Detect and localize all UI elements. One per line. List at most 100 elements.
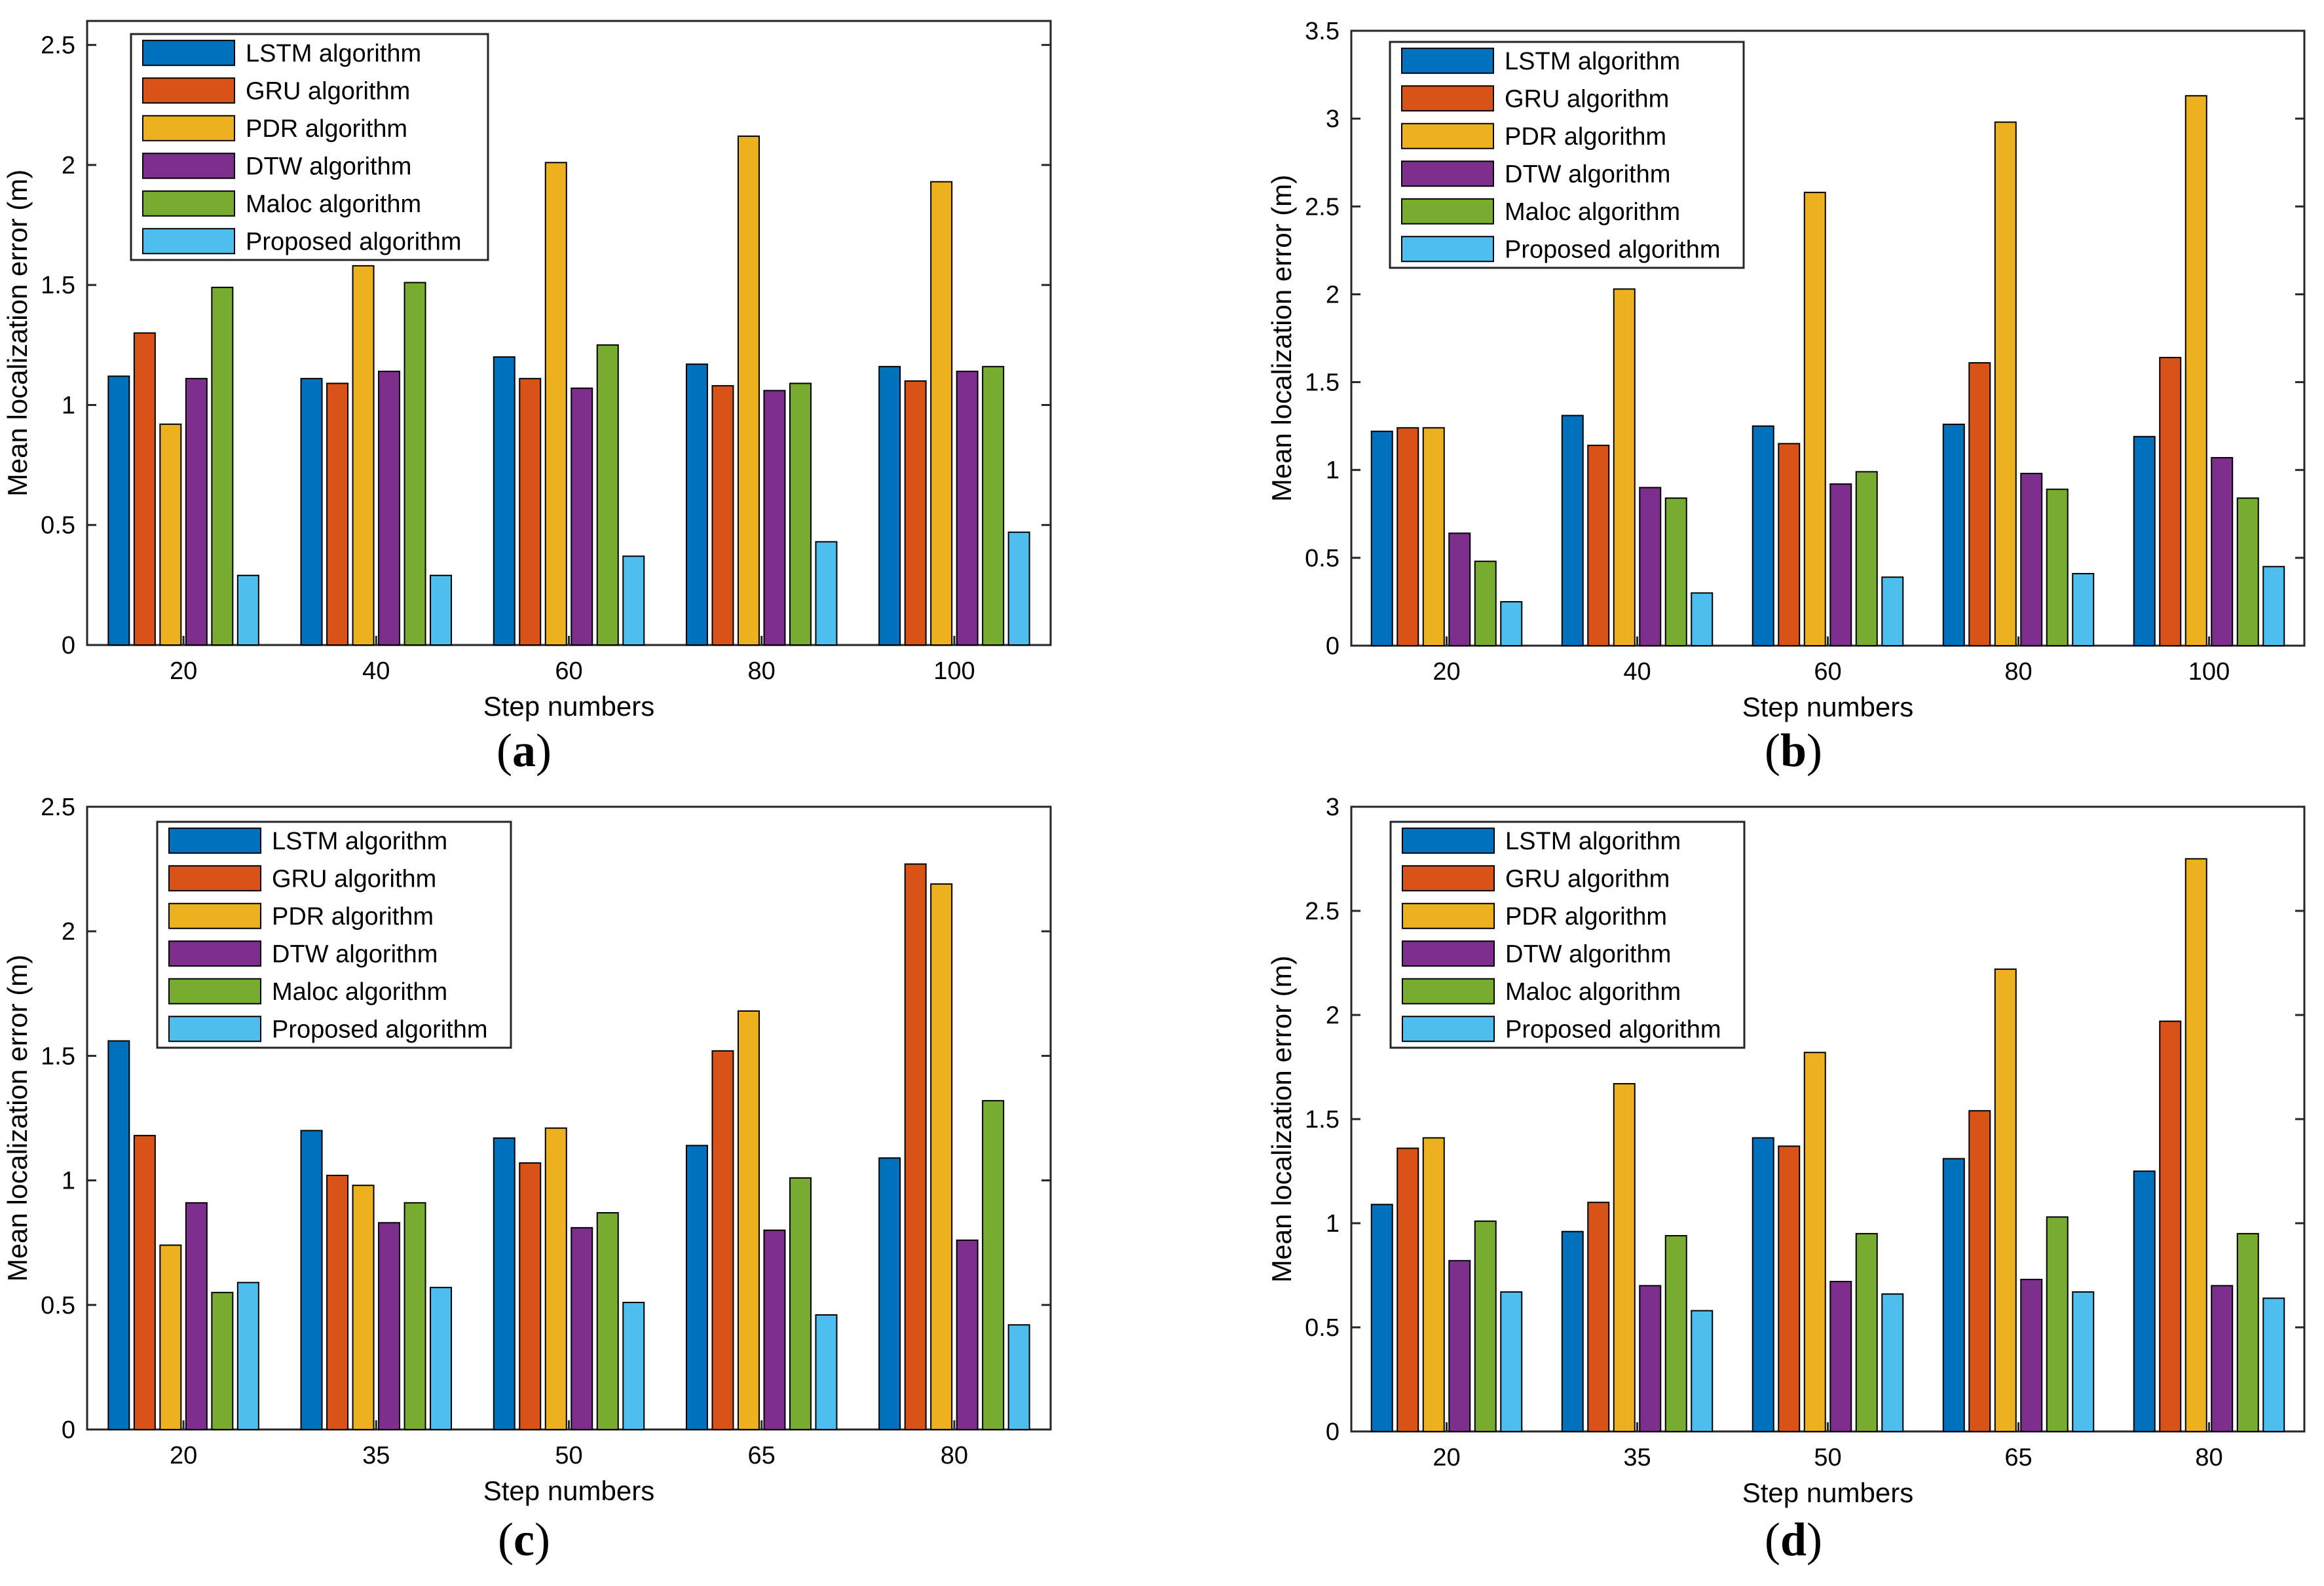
- bar: [1500, 1291, 1523, 1432]
- y-axis-label: Mean localization error (m): [2, 955, 33, 1282]
- y-tick-label: 2: [1326, 281, 1340, 308]
- legend-swatch: [168, 978, 261, 1005]
- legend-label: PDR algorithm: [246, 115, 407, 143]
- panel-label: (a): [497, 724, 552, 777]
- bar: [571, 1226, 593, 1430]
- bar: [878, 1157, 901, 1430]
- bar: [1370, 1204, 1393, 1432]
- bar: [2133, 435, 2156, 646]
- bar: [1664, 1235, 1687, 1432]
- y-tick-label: 1: [1326, 457, 1340, 485]
- bar: [1474, 561, 1497, 646]
- bar: [815, 541, 838, 646]
- bar: [1803, 1052, 1826, 1432]
- bar: [2133, 1170, 2156, 1432]
- chart-panel-c: 0 0.5 1 1.5 2 2.5 20 35 50 65 80 Step numbers Mean l…: [2, 794, 1052, 1566]
- y-tick-label: 0.5: [41, 1292, 75, 1319]
- bar: [544, 1127, 567, 1430]
- legend-swatch: [168, 865, 261, 892]
- bar: [430, 1287, 453, 1430]
- bar: [763, 1229, 786, 1431]
- bar: [1587, 445, 1610, 646]
- legend-swatch: [142, 228, 235, 255]
- chart-panel-b: 0 0.5 1 1.5 2 2.5 3 3.5 20 40 60 80 100 Step numbers M…: [1266, 18, 2306, 777]
- bar: [2211, 456, 2234, 646]
- bar: [519, 378, 542, 646]
- x-tick-label: 80: [2004, 658, 2032, 686]
- bar: [1007, 531, 1030, 646]
- bar: [622, 555, 645, 646]
- bar: [1829, 1281, 1852, 1433]
- bar: [1778, 443, 1801, 646]
- y-tick-label: 1.5: [41, 1042, 75, 1070]
- x-tick-label: 40: [1623, 658, 1651, 686]
- y-axis-label: Mean localization error (m): [1266, 175, 1297, 502]
- bar: [211, 1291, 234, 1431]
- y-tick-label: 0: [62, 632, 75, 659]
- bar: [1448, 532, 1471, 646]
- bar: [622, 1301, 645, 1430]
- bar: [1664, 497, 1687, 647]
- bar: [789, 1177, 812, 1431]
- y-tick-label: 0: [1326, 1418, 1340, 1446]
- legend-swatch: [142, 190, 235, 217]
- x-tick-label: 50: [1814, 1444, 1841, 1471]
- bar: [1803, 191, 1826, 646]
- x-tick-label: 100: [933, 657, 975, 685]
- bar: [378, 1222, 401, 1430]
- legend-label: Proposed algorithm: [1505, 236, 1721, 263]
- bar: [1422, 427, 1445, 647]
- bar: [159, 1244, 182, 1431]
- y-tick-label: 0: [1326, 633, 1340, 660]
- y-tick-label: 3: [1326, 105, 1340, 133]
- y-tick-label: 2.5: [41, 32, 75, 60]
- legend-label: LSTM algorithm: [1505, 828, 1681, 855]
- bar: [737, 1010, 760, 1430]
- bar: [737, 135, 760, 646]
- x-tick-label: 80: [941, 1442, 968, 1469]
- bar: [1752, 1137, 1774, 1432]
- bar: [2262, 1297, 2285, 1432]
- bar: [1396, 1147, 1419, 1433]
- bar: [1752, 425, 1774, 647]
- legend-swatch: [142, 115, 235, 141]
- bar: [2211, 1285, 2234, 1433]
- y-tick-label: 2: [62, 918, 75, 946]
- legend-box: [130, 33, 489, 261]
- bar: [878, 365, 901, 646]
- x-tick-label: 50: [555, 1442, 582, 1469]
- bar: [930, 181, 953, 646]
- bar: [1855, 1232, 1878, 1433]
- bar: [2236, 1232, 2259, 1433]
- bar: [159, 423, 182, 646]
- x-tick-label: 80: [748, 657, 776, 685]
- legend-label: PDR algorithm: [272, 903, 434, 931]
- bar: [1881, 1293, 1904, 1432]
- legend-label: Maloc algorithm: [1505, 978, 1681, 1006]
- bar: [685, 363, 708, 646]
- bar: [930, 883, 953, 1430]
- bar: [1639, 487, 1662, 646]
- bar: [904, 863, 927, 1430]
- bar: [430, 574, 453, 646]
- legend-label: DTW algorithm: [1505, 940, 1671, 968]
- bar: [956, 1239, 979, 1430]
- bar: [711, 1050, 734, 1430]
- x-tick-label: 100: [2188, 658, 2230, 686]
- legend-swatch: [168, 902, 261, 929]
- bar: [211, 286, 234, 646]
- y-tick-label: 1.5: [1305, 369, 1340, 397]
- legend-swatch: [168, 940, 261, 967]
- legend-box: [156, 821, 512, 1049]
- legend-swatch: [142, 153, 235, 179]
- bar: [596, 344, 619, 646]
- panel-label: (c): [498, 1513, 550, 1566]
- x-tick-label: 60: [1814, 658, 1841, 686]
- bar: [1448, 1260, 1471, 1432]
- legend: LSTM algorithm GRU algorithm PDR algorithm…: [130, 33, 489, 261]
- legend-label: GRU algorithm: [1505, 865, 1670, 893]
- x-tick-label: 65: [748, 1442, 776, 1469]
- legend-label: DTW algorithm: [246, 153, 411, 180]
- bar: [1881, 576, 1904, 647]
- x-tick-label: 20: [170, 657, 197, 685]
